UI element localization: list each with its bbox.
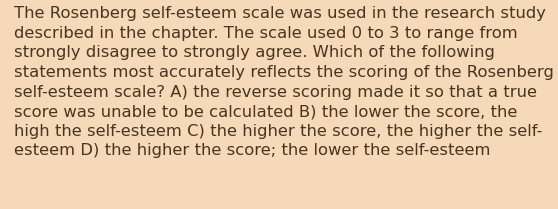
Text: The Rosenberg self-esteem scale was used in the research study
described in the : The Rosenberg self-esteem scale was used…	[14, 6, 554, 158]
